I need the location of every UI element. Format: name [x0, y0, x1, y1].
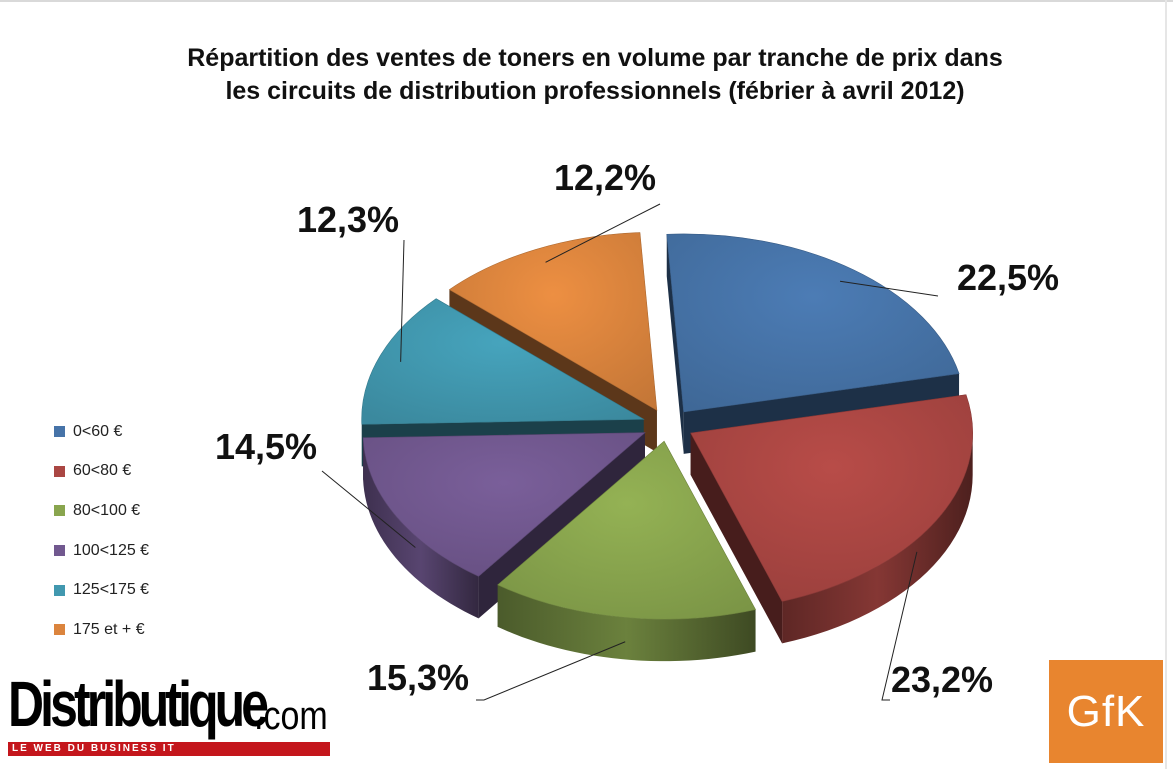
pie-slice	[497, 440, 756, 620]
chart-title: Répartition des ventes de toners en volu…	[60, 42, 1130, 108]
pie-slice-side	[363, 437, 479, 619]
distributique-logo-word: Distributique	[8, 668, 269, 740]
legend-item: 0<60 €	[54, 412, 149, 452]
legend-swatch	[54, 426, 65, 438]
data-label: 23,2%	[891, 659, 993, 700]
right-rule	[1165, 0, 1167, 769]
data-label: 15,3%	[367, 657, 469, 698]
callout-line	[400, 239, 405, 362]
pie-slice	[448, 232, 658, 411]
pie-slice-wall	[666, 234, 684, 454]
legend-label: 175 et + €	[73, 620, 145, 638]
pie-slice-side	[782, 433, 973, 644]
legend-swatch	[54, 465, 65, 477]
pie-slice	[361, 298, 645, 425]
top-rule	[0, 0, 1173, 2]
callout-line	[881, 551, 918, 701]
legend-item: 60<80 €	[54, 452, 149, 492]
callout-line	[839, 280, 939, 297]
legend-label: 60<80 €	[73, 462, 132, 480]
callout-line	[545, 203, 661, 263]
pie-slice-wall	[690, 433, 783, 644]
chart-title-line-1: Répartition des ventes de toners en volu…	[187, 44, 1003, 72]
callout-line	[321, 470, 416, 548]
legend-item: 100<125 €	[54, 531, 149, 571]
legend-label: 80<100 €	[73, 501, 141, 519]
data-label: 12,3%	[297, 199, 399, 240]
gfk-logo: GfK	[1049, 660, 1163, 763]
data-label: 14,5%	[215, 426, 317, 467]
legend-label: 100<125 €	[73, 541, 150, 559]
pie-slice	[666, 233, 960, 413]
legend-swatch	[54, 584, 65, 596]
legend-item: 175 et + €	[54, 610, 149, 650]
gfk-logo-text: GfK	[1066, 686, 1146, 736]
chart-title-line-2: les circuits de distribution professionn…	[225, 77, 965, 105]
legend-swatch	[54, 505, 65, 517]
data-label: 12,2%	[554, 157, 656, 198]
callout-line	[476, 641, 626, 701]
pie-slice-side	[497, 584, 756, 662]
chart-legend: 0<60 € 60<80 € 80<100 € 100<125 € 125<17…	[54, 412, 149, 650]
legend-item: 80<100 €	[54, 491, 149, 531]
distributique-logo-tagline: LE WEB DU BUSINESS IT	[8, 742, 330, 756]
data-label: 22,5%	[957, 257, 1059, 298]
pie-slice	[362, 432, 646, 577]
legend-label: 125<175 €	[73, 581, 150, 599]
legend-label: 0<60 €	[73, 422, 123, 440]
legend-item: 125<175 €	[54, 570, 149, 610]
distributique-logo-tld: .com	[254, 694, 328, 738]
legend-swatch	[54, 624, 65, 636]
pie-slice	[690, 394, 973, 602]
distributique-logo: Distributique .com LE WEB DU BUSINESS IT	[8, 668, 338, 764]
legend-swatch	[54, 545, 65, 557]
